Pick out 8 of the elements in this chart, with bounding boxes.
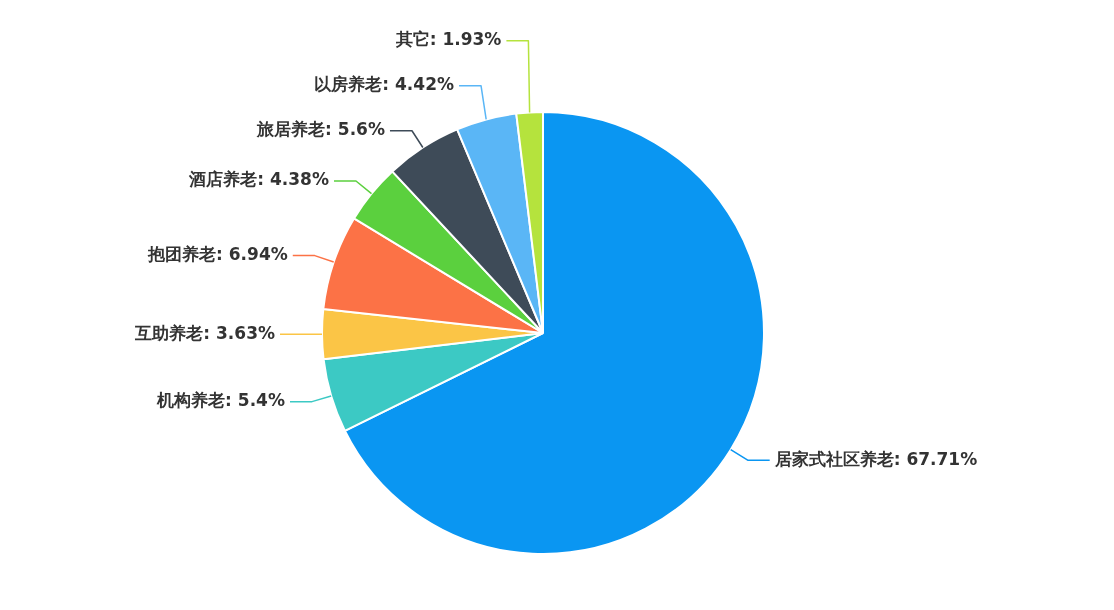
slice-label: 机构养老: 5.4%	[156, 390, 285, 411]
slice-label: 旅居养老: 5.6%	[256, 119, 385, 140]
slice-label: 酒店养老: 4.38%	[188, 169, 329, 190]
slice-label: 互助养老: 3.63%	[134, 322, 275, 343]
slice-label: 其它: 1.93%	[394, 29, 502, 50]
slice-label: 以房养老: 4.42%	[314, 74, 455, 95]
slice-label: 居家式社区养老: 67.71%	[773, 448, 978, 469]
slice-label: 抱团养老: 6.94%	[147, 244, 288, 265]
